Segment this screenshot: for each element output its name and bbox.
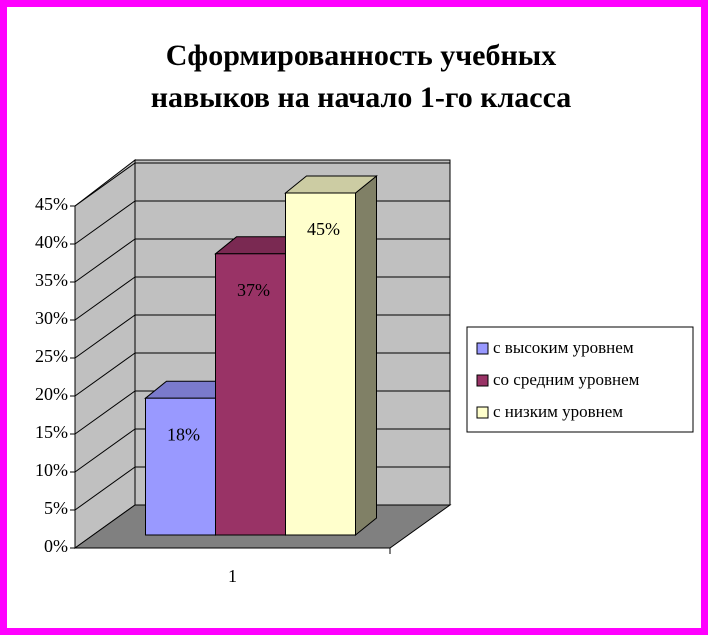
data-label: 18%: [167, 424, 200, 444]
data-label: 45%: [307, 219, 340, 239]
grid-line: [74, 314, 136, 359]
y-tick-label: 5%: [44, 498, 68, 518]
grid-line: [74, 276, 136, 321]
y-tick-label: 0%: [44, 536, 68, 556]
side-wall: [74, 158, 136, 549]
legend-swatch: [476, 342, 489, 355]
grid-line: [74, 238, 136, 283]
y-tick-label: 35%: [35, 270, 68, 290]
legend-swatch: [476, 374, 489, 387]
bar: [215, 253, 286, 536]
grid-line: [74, 428, 136, 473]
y-tick-label: 10%: [35, 460, 68, 480]
bar-side: [355, 174, 377, 537]
legend-swatch: [476, 406, 489, 419]
legend-label: с низким уровнем: [493, 402, 623, 421]
y-tick-label: 30%: [35, 308, 68, 328]
y-tick-label: 25%: [35, 346, 68, 366]
x-tick-label: 1: [228, 566, 237, 586]
legend-label: со средним уровнем: [493, 370, 640, 389]
bar: [285, 192, 356, 536]
legend-box: [466, 326, 694, 433]
y-tick-label: 45%: [35, 194, 68, 214]
legend-label: с высоким уровнем: [493, 338, 634, 357]
grid-line: [74, 466, 136, 511]
chart-title: Сформированность учебных навыков на нача…: [150, 39, 572, 114]
y-tick-label: 40%: [35, 232, 68, 252]
data-label: 37%: [237, 280, 270, 300]
y-tick-label: 20%: [35, 384, 68, 404]
grid-line: [74, 162, 136, 207]
y-tick-label: 15%: [35, 422, 68, 442]
bar: [145, 397, 216, 536]
grid-line: [74, 352, 136, 397]
grid-line: [74, 200, 136, 245]
grid-line: [74, 390, 136, 435]
